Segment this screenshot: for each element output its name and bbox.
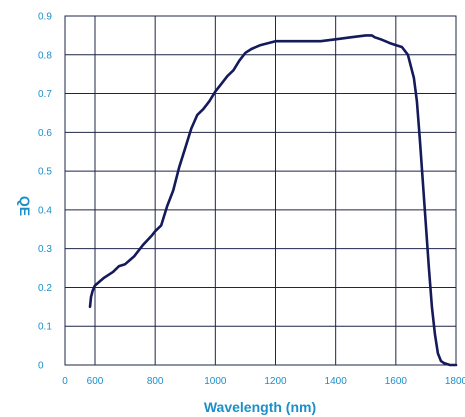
x-tick-label-4: 1200	[264, 376, 287, 387]
x-tick-label-1: 600	[87, 376, 104, 387]
plot-frame	[64, 15, 457, 366]
data-series	[88, 34, 458, 367]
x-tick-labels: 0 600 800 1000 1200 1400 1600 1800	[62, 376, 465, 387]
y-tick-label-8: 0.8	[38, 50, 52, 61]
y-tick-label-9: 0.9	[38, 12, 52, 23]
x-tick-label-6: 1600	[385, 376, 408, 387]
y-tick-label-3: 0.3	[38, 244, 52, 255]
y-tick-label-5: 0.5	[38, 167, 52, 178]
y-tick-label-1: 0.1	[38, 322, 52, 333]
x-tick-label-0: 0	[62, 376, 68, 387]
x-tick-label-7: 1800	[445, 376, 465, 387]
x-tick-label-2: 800	[147, 376, 164, 387]
x-axis-title: Wavelength (nm)	[204, 399, 316, 415]
plot-border	[64, 15, 457, 366]
series-line-0	[88, 34, 458, 367]
y-axis-title: QE	[17, 196, 33, 216]
grid-lines	[64, 15, 457, 366]
y-tick-label-0: 0	[38, 361, 44, 372]
y-tick-label-4: 0.4	[38, 205, 52, 216]
x-tick-label-5: 1400	[325, 376, 348, 387]
y-tick-label-2: 0.2	[38, 283, 52, 294]
x-tick-label-3: 1000	[204, 376, 227, 387]
y-tick-labels: 0 0.1 0.2 0.3 0.4 0.5 0.6 0.7 0.8 0.9	[38, 12, 52, 372]
y-tick-label-7: 0.7	[38, 89, 52, 100]
y-tick-label-6: 0.6	[38, 128, 52, 139]
